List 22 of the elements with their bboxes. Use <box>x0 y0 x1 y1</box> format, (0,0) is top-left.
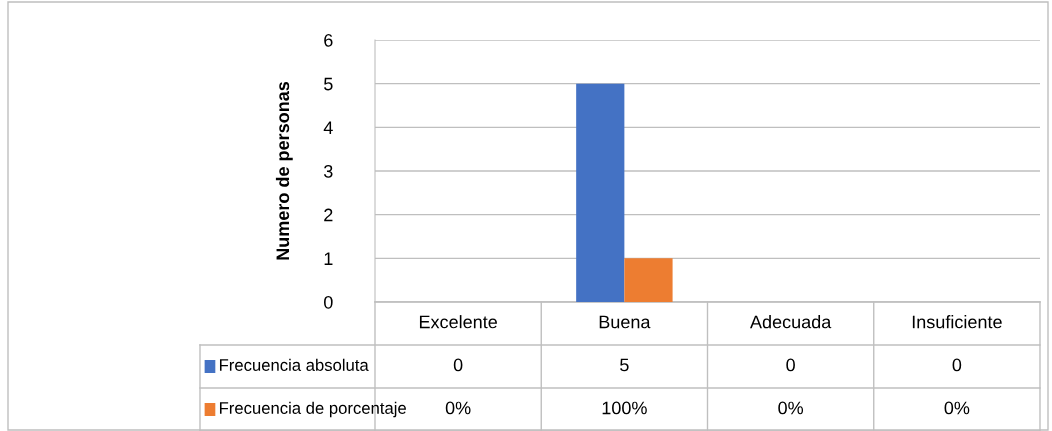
y-tick-label: 3 <box>323 164 333 178</box>
data-label: 5 <box>620 358 629 372</box>
data-label: 0% <box>778 401 804 415</box>
y-tick-label: 1 <box>324 252 333 265</box>
x-tick-label: Excelente <box>419 315 497 329</box>
data-label: 0 <box>453 358 463 372</box>
data-label: 0% <box>944 401 970 415</box>
data-label: 100% <box>602 401 647 415</box>
y-axis-title: Numero de personas <box>275 81 293 260</box>
data-label: 0 <box>786 358 795 372</box>
y-tick-label: 4 <box>323 121 333 134</box>
data-label: 0% <box>445 401 471 415</box>
legend-label: Frecuencia absoluta <box>219 358 369 371</box>
data-label: 0 <box>952 358 962 372</box>
y-tick-label: 2 <box>324 208 333 222</box>
legend-label: Frecuencia de porcentaje <box>219 401 406 418</box>
x-tick-label: Buena <box>599 315 651 329</box>
y-tick-label: 0 <box>324 295 333 309</box>
x-tick-label: Adecuada <box>750 315 832 329</box>
y-tick-label: 5 <box>324 77 333 91</box>
x-tick-label: Insuficiente <box>912 315 1002 329</box>
y-tick-label: 6 <box>324 33 333 47</box>
